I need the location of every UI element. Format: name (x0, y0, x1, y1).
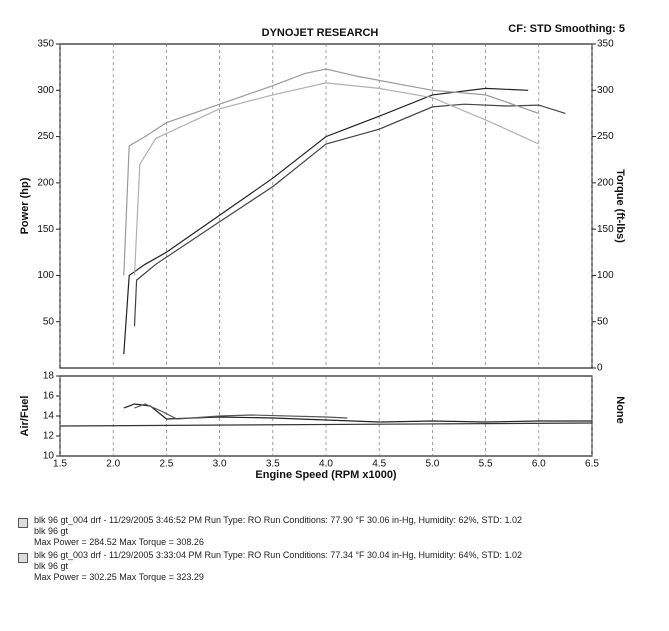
run-line: blk 96 gt (34, 526, 69, 536)
y-tick-label: 150 (37, 224, 54, 235)
y2-tick-label: 250 (597, 131, 614, 142)
series-line (133, 82, 540, 276)
y-axis-label: Power (hp) (19, 177, 31, 234)
y2-tick-label: 50 (597, 316, 609, 327)
run-info: blk 96 gt_004 drf - 11/29/2005 3:46:52 P… (34, 515, 522, 548)
y-tick-label: 18 (43, 371, 55, 382)
x-tick-label: 3.0 (213, 459, 227, 470)
run-icon (18, 518, 28, 528)
x-tick-label: 1.5 (53, 459, 67, 470)
x-tick-label: 5.5 (479, 459, 493, 470)
run-line: Max Power = 284.52 Max Torque = 308.26 (34, 537, 204, 547)
x-tick-label: 4.0 (319, 459, 333, 470)
y-tick-label: 16 (43, 391, 55, 402)
chart-title: DYNOJET RESEARCH (262, 27, 379, 39)
y-tick-label: 14 (43, 411, 55, 422)
series-line (59, 422, 593, 427)
x-tick-label: 2.0 (106, 459, 120, 470)
run-line: blk 96 gt (34, 561, 69, 571)
x-tick-label: 6.5 (585, 459, 599, 470)
y2-axis-label: None (614, 396, 626, 424)
y-tick-label: 100 (37, 270, 54, 281)
run-info: blk 96 gt_003 drf - 11/29/2005 3:33:04 P… (34, 550, 522, 583)
y-tick-label: 12 (43, 431, 55, 442)
run-icon (18, 553, 28, 563)
settings: CF: STD Smoothing: 5 (508, 23, 625, 35)
y-tick-label: 50 (43, 316, 55, 327)
series-line (123, 68, 539, 276)
run-line: blk 96 gt_004 drf - 11/29/2005 3:46:52 P… (34, 515, 523, 525)
x-tick-label: 3.5 (266, 459, 280, 470)
y-tick-label: 350 (37, 39, 54, 50)
series-line (134, 403, 348, 420)
y-tick-label: 300 (37, 85, 54, 96)
y-axis-label: Air/Fuel (19, 396, 31, 437)
y-tick-label: 10 (43, 451, 55, 462)
x-axis-label: Engine Speed (RPM x1000) (255, 469, 397, 481)
chart: DYNOJET RESEARCH CF: STD Smoothing: 5 Po… (19, 23, 626, 481)
y-tick-label: 250 (37, 131, 54, 142)
x-tick-label: 2.5 (159, 459, 173, 470)
series-line (123, 87, 529, 355)
run-line: blk 96 gt_003 drf - 11/29/2005 3:33:04 P… (34, 550, 523, 560)
x-tick-label: 4.5 (372, 459, 386, 470)
x-tick-label: 6.0 (532, 459, 546, 470)
series-line (123, 403, 592, 423)
y2-tick-label: 150 (597, 224, 614, 235)
series-line (133, 103, 566, 327)
y-tick-label: 200 (37, 177, 54, 188)
y2-axis-label: Torque (ft-lbs) (614, 169, 626, 243)
run-line: Max Power = 302.25 Max Torque = 323.29 (34, 572, 204, 582)
y2-tick-label: 200 (597, 177, 614, 188)
y2-tick-label: 100 (597, 270, 614, 281)
y2-tick-label: 350 (597, 39, 614, 50)
y2-tick-label: 0 (597, 363, 603, 374)
x-tick-label: 5.0 (425, 459, 439, 470)
y2-tick-label: 300 (597, 85, 614, 96)
